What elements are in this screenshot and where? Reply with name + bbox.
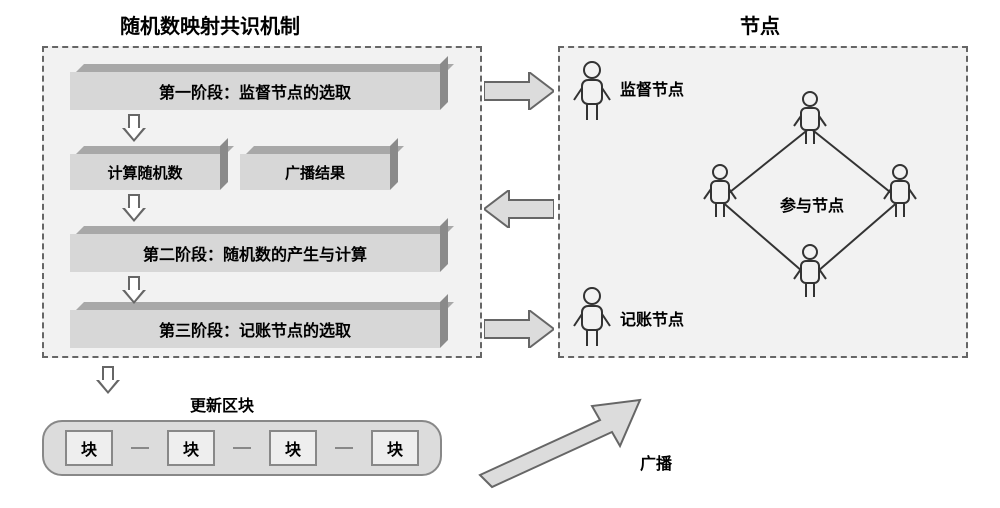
- arrow-left-1: [484, 190, 554, 228]
- chain-block-3-text: 块: [387, 442, 403, 459]
- chain-link-icon: [335, 447, 353, 449]
- stage-2b-text: 广播结果: [285, 162, 345, 183]
- broadcast-label: 广播: [640, 450, 672, 474]
- arrow-right-2: [484, 310, 554, 348]
- stage-3-block: 第二阶段：随机数的产生与计算: [70, 234, 440, 272]
- stage-4-text: 第三阶段：记账节点的选取: [159, 317, 351, 341]
- supervise-person-icon: [572, 60, 612, 127]
- down-arrow-2: [122, 194, 146, 224]
- chain-link-icon: [131, 447, 149, 449]
- stage-1-text: 第一阶段：监督节点的选取: [159, 79, 351, 103]
- stage-2a-block: 计算随机数: [70, 154, 220, 190]
- down-arrow-3: [122, 276, 146, 306]
- participate-label: 参与节点: [780, 192, 844, 216]
- right-title: 节点: [740, 10, 780, 39]
- stage-1-block: 第一阶段：监督节点的选取: [70, 72, 440, 110]
- left-title: 随机数映射共识机制: [120, 10, 300, 39]
- chain-panel: 块 块 块 块: [42, 420, 442, 476]
- ledger-label: 记账节点: [620, 306, 684, 330]
- down-arrow-1: [122, 114, 146, 144]
- chain-block-1: 块: [167, 430, 215, 466]
- arrow-right-1: [484, 72, 554, 110]
- stage-4-block: 第三阶段：记账节点的选取: [70, 310, 440, 348]
- stage-3-text: 第二阶段：随机数的产生与计算: [143, 241, 367, 265]
- chain-block-2: 块: [269, 430, 317, 466]
- stage-2a-text: 计算随机数: [107, 162, 182, 183]
- update-block-label: 更新区块: [190, 392, 254, 416]
- chain-block-2-text: 块: [285, 442, 301, 459]
- chain-block-3: 块: [371, 430, 419, 466]
- supervise-label: 监督节点: [620, 76, 684, 100]
- down-arrow-4: [96, 366, 120, 396]
- chain-block-1-text: 块: [183, 442, 199, 459]
- chain-block-0-text: 块: [81, 442, 97, 459]
- chain-link-icon: [233, 447, 251, 449]
- broadcast-arrow: [470, 390, 650, 490]
- ledger-person-icon: [572, 286, 612, 353]
- chain-block-0: 块: [65, 430, 113, 466]
- stage-2b-block: 广播结果: [240, 154, 390, 190]
